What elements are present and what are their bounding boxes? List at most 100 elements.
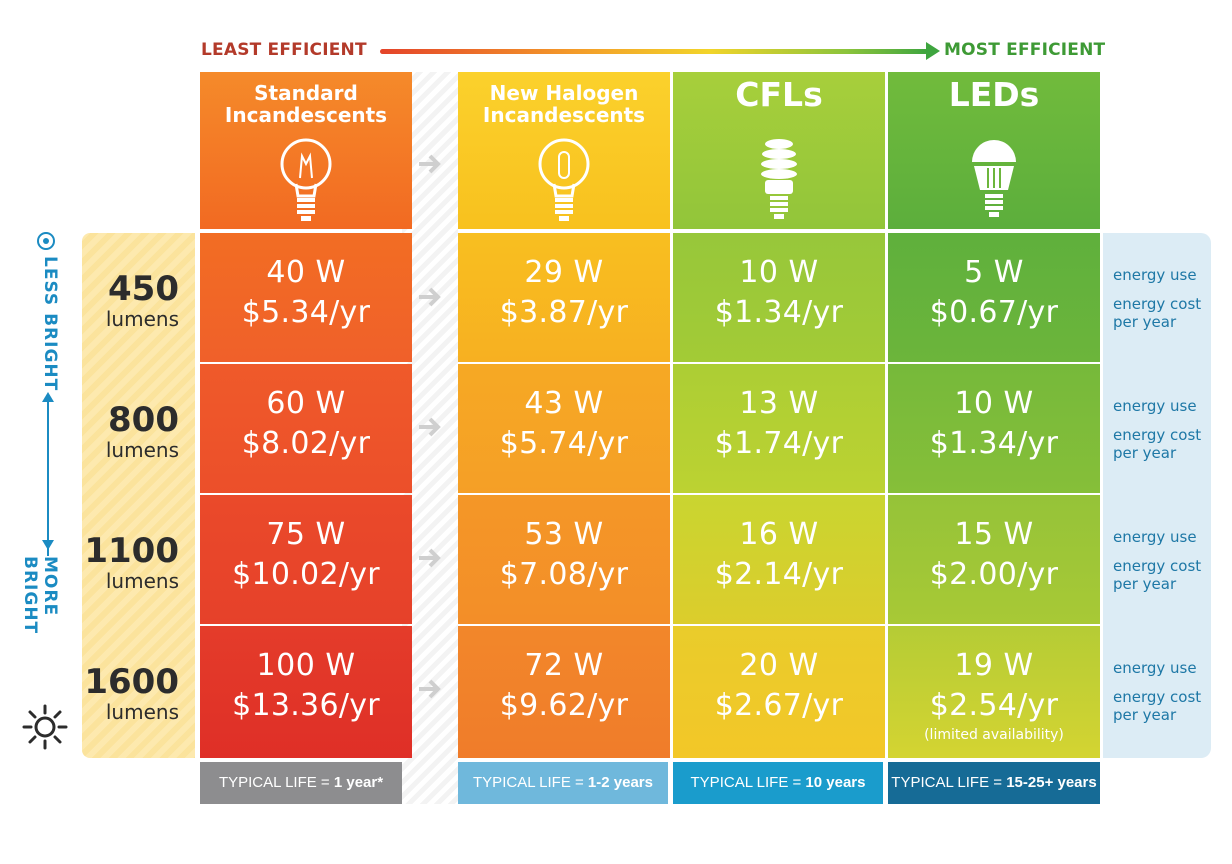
cell-cfl-1100: 16 W $2.14/yr bbox=[673, 495, 885, 624]
cell-halogen-450: 29 W $3.87/yr bbox=[458, 233, 670, 362]
halogen-bulb-icon bbox=[538, 138, 590, 221]
energy-use-value: 15 W bbox=[954, 517, 1034, 552]
legend-column bbox=[1103, 233, 1211, 758]
typical-life-value: 10 years bbox=[805, 774, 866, 791]
column-title: New Halogen Incandescents bbox=[482, 81, 646, 127]
lumens-column bbox=[82, 233, 195, 758]
cell-incandescent-800: 60 W $8.02/yr bbox=[200, 364, 412, 493]
legend-energy-cost: energy cost per year bbox=[1113, 688, 1202, 724]
column-header-incandescent: Standard Incandescents bbox=[200, 72, 412, 229]
energy-use-value: 10 W bbox=[954, 386, 1034, 421]
lumens-value: 450 bbox=[108, 269, 179, 309]
typical-life-label: TYPICAL LIFE = bbox=[218, 774, 334, 791]
cell-cfl-450: 10 W $1.34/yr bbox=[673, 233, 885, 362]
legend-energy-cost: energy cost per year bbox=[1113, 426, 1202, 462]
energy-cost-value: $5.74/yr bbox=[499, 426, 629, 461]
energy-use-value: 5 W bbox=[964, 255, 1024, 290]
energy-cost-value: $2.14/yr bbox=[714, 557, 844, 592]
cell-incandescent-1600: 100 W $13.36/yr bbox=[200, 626, 412, 758]
incandescent-bulb-icon bbox=[280, 138, 332, 221]
cell-incandescent-450: 40 W $5.34/yr bbox=[200, 233, 412, 362]
led-bulb-icon bbox=[972, 140, 1016, 217]
more-bright-label: MORE BRIGHT bbox=[20, 556, 60, 686]
typical-life-value: 15-25+ years bbox=[1006, 774, 1097, 791]
legend-energy-use: energy use bbox=[1113, 266, 1197, 284]
typical-life-label: TYPICAL LIFE = bbox=[473, 774, 588, 791]
arrow-right-icon bbox=[419, 417, 441, 437]
column-header-halogen: New Halogen Incandescents bbox=[458, 72, 670, 229]
sun-icon bbox=[22, 704, 68, 750]
energy-use-value: 72 W bbox=[524, 648, 604, 683]
typical-life-value: 1-2 years bbox=[587, 774, 653, 791]
cell-halogen-1100: 53 W $7.08/yr bbox=[458, 495, 670, 624]
energy-cost-value: $2.67/yr bbox=[714, 688, 844, 723]
cell-led-450: 5 W $0.67/yr bbox=[888, 233, 1100, 362]
less-bright-label: LESS BRIGHT bbox=[36, 256, 60, 396]
energy-use-value: 53 W bbox=[524, 517, 604, 552]
column-header-cfl: CFLs bbox=[673, 72, 885, 229]
efficiency-gradient-arrow bbox=[380, 49, 928, 54]
energy-cost-value: $1.34/yr bbox=[929, 426, 1059, 461]
energy-cost-value: $2.00/yr bbox=[929, 557, 1059, 592]
column-title: LEDs bbox=[948, 75, 1040, 114]
energy-use-value: 60 W bbox=[266, 386, 346, 421]
energy-use-value: 29 W bbox=[524, 255, 604, 290]
typical-life-led: TYPICAL LIFE = 15-25+ years bbox=[888, 762, 1100, 804]
legend-energy-cost: energy cost per year bbox=[1113, 295, 1202, 331]
least-efficient-label: LEAST EFFICIENT bbox=[201, 40, 367, 60]
lumens-row-1600: 1600 lumens bbox=[82, 626, 195, 754]
energy-use-value: 19 W bbox=[954, 648, 1034, 683]
typical-life-halogen: TYPICAL LIFE = 1-2 years bbox=[458, 762, 668, 804]
energy-use-value: 13 W bbox=[739, 386, 819, 421]
lumens-row-800: 800 lumens bbox=[82, 364, 195, 492]
cell-led-1600: 19 W $2.54/yr (limited availability) bbox=[888, 626, 1100, 758]
energy-cost-value: $13.36/yr bbox=[232, 688, 380, 723]
column-header-led: LEDs bbox=[888, 72, 1100, 229]
typical-life-label: TYPICAL LIFE = bbox=[690, 774, 806, 791]
most-efficient-label: MOST EFFICIENT bbox=[944, 40, 1106, 60]
energy-cost-value: $7.08/yr bbox=[499, 557, 629, 592]
typical-life-value: 1 year* bbox=[333, 774, 384, 791]
lumens-row-1100: 1100 lumens bbox=[82, 495, 195, 623]
energy-use-value: 40 W bbox=[266, 255, 346, 290]
cfl-bulb-icon bbox=[761, 139, 797, 219]
legend-energy-use: energy use bbox=[1113, 528, 1197, 546]
lumens-value: 1100 bbox=[84, 531, 179, 571]
lumens-value: 1600 bbox=[84, 662, 179, 702]
lumens-unit: lumens bbox=[105, 700, 179, 724]
arrow-right-icon bbox=[419, 154, 441, 174]
arrow-right-icon bbox=[419, 548, 441, 568]
dim-icon bbox=[37, 232, 55, 250]
lumens-unit: lumens bbox=[105, 438, 179, 462]
legend-energy-cost: energy cost per year bbox=[1113, 557, 1202, 593]
energy-use-value: 16 W bbox=[739, 517, 819, 552]
energy-cost-value: $8.02/yr bbox=[241, 426, 371, 461]
energy-use-value: 43 W bbox=[524, 386, 604, 421]
lumens-unit: lumens bbox=[105, 307, 179, 331]
energy-cost-value: $3.87/yr bbox=[499, 295, 629, 330]
lumens-value: 800 bbox=[108, 400, 179, 440]
lumens-row-450: 450 lumens bbox=[82, 233, 195, 361]
energy-cost-value: $0.67/yr bbox=[929, 295, 1059, 330]
arrow-up-icon bbox=[42, 392, 54, 402]
arrow-right-icon bbox=[419, 287, 441, 307]
typical-life-cfl: TYPICAL LIFE = 10 years bbox=[673, 762, 883, 804]
cell-led-800: 10 W $1.34/yr bbox=[888, 364, 1100, 493]
energy-cost-value: $5.34/yr bbox=[241, 295, 371, 330]
arrow-right-icon bbox=[419, 679, 441, 699]
column-title: Standard Incandescents bbox=[224, 81, 388, 127]
energy-cost-value: $10.02/yr bbox=[232, 557, 380, 592]
cell-cfl-800: 13 W $1.74/yr bbox=[673, 364, 885, 493]
typical-life-incandescent: TYPICAL LIFE = 1 year* bbox=[200, 762, 402, 804]
energy-cost-value: $9.62/yr bbox=[499, 688, 629, 723]
brightness-axis bbox=[47, 258, 49, 676]
cell-cfl-1600: 20 W $2.67/yr bbox=[673, 626, 885, 758]
availability-note: (limited availability) bbox=[924, 727, 1064, 743]
cell-led-1100: 15 W $2.00/yr bbox=[888, 495, 1100, 624]
arrow-down-icon bbox=[42, 540, 54, 550]
legend-energy-use: energy use bbox=[1113, 397, 1197, 415]
cell-halogen-800: 43 W $5.74/yr bbox=[458, 364, 670, 493]
lumens-unit: lumens bbox=[105, 569, 179, 593]
column-title: CFLs bbox=[735, 75, 823, 114]
energy-use-value: 10 W bbox=[739, 255, 819, 290]
